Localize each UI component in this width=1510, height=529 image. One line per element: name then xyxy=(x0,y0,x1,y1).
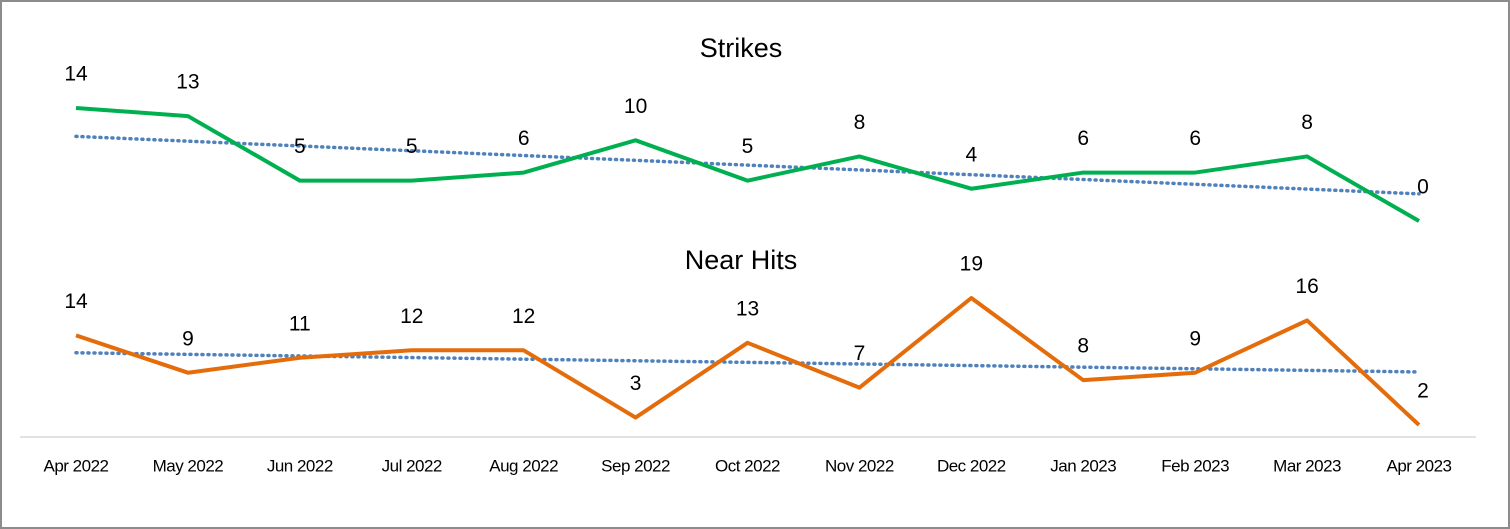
data-label: 13 xyxy=(736,297,759,320)
data-label: 6 xyxy=(1189,127,1201,150)
x-tick-label: Jul 2022 xyxy=(382,456,442,475)
data-label: 5 xyxy=(406,135,418,158)
data-label: 19 xyxy=(960,253,983,276)
data-label: 8 xyxy=(1077,335,1089,358)
x-tick-label: Feb 2023 xyxy=(1161,456,1229,475)
data-label: 7 xyxy=(854,342,866,365)
series-line xyxy=(75,296,1421,427)
x-tick-label: May 2022 xyxy=(153,456,224,475)
x-tick-label: Nov 2022 xyxy=(825,456,894,475)
data-label: 5 xyxy=(742,135,754,158)
series-title: Strikes xyxy=(700,33,783,63)
data-label: 12 xyxy=(400,305,423,328)
data-label: 5 xyxy=(294,135,306,158)
data-label: 4 xyxy=(965,143,977,166)
data-label: 10 xyxy=(624,95,647,118)
x-tick-label: Oct 2022 xyxy=(715,456,780,475)
x-tick-label: Jan 2023 xyxy=(1050,456,1116,475)
series-line xyxy=(75,106,1420,223)
data-label: 9 xyxy=(182,327,194,350)
trendline xyxy=(74,134,1421,196)
data-label: 13 xyxy=(176,71,199,94)
x-tick-label: Aug 2022 xyxy=(489,456,558,475)
data-label: 14 xyxy=(64,290,88,313)
data-label: 11 xyxy=(289,312,311,335)
data-label: 2 xyxy=(1417,380,1429,403)
data-label: 6 xyxy=(1077,127,1089,150)
x-tick-label: Dec 2022 xyxy=(937,456,1006,475)
x-tick-label: Sep 2022 xyxy=(601,456,670,475)
data-label: 12 xyxy=(512,305,535,328)
data-label: 6 xyxy=(518,127,530,150)
data-label: 8 xyxy=(1301,111,1313,134)
series-title: Near Hits xyxy=(685,245,798,275)
data-label: 9 xyxy=(1189,327,1201,350)
data-label: 3 xyxy=(630,372,642,395)
data-label: 16 xyxy=(1295,275,1318,298)
x-tick-label: Jun 2022 xyxy=(267,456,333,475)
x-tick-label: Mar 2023 xyxy=(1273,456,1341,475)
data-label: 0 xyxy=(1417,176,1429,199)
x-tick-label: Apr 2022 xyxy=(44,456,109,475)
x-tick-label: Apr 2023 xyxy=(1387,456,1452,475)
data-label: 14 xyxy=(64,63,88,86)
data-label: 8 xyxy=(854,111,866,134)
